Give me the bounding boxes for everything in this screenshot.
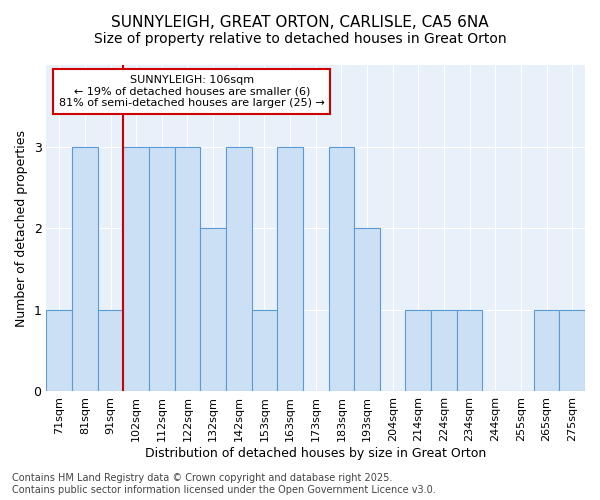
Bar [457,310,482,392]
Text: SUNNYLEIGH: 106sqm
← 19% of detached houses are smaller (6)
81% of semi-detached: SUNNYLEIGH: 106sqm ← 19% of detached hou… [59,75,325,108]
Bar [534,310,559,392]
Bar [98,310,124,392]
Bar [175,146,200,392]
Y-axis label: Number of detached properties: Number of detached properties [15,130,28,326]
Bar [226,146,251,392]
Bar [406,310,431,392]
Bar [124,146,149,392]
Bar [46,310,72,392]
Text: SUNNYLEIGH, GREAT ORTON, CARLISLE, CA5 6NA: SUNNYLEIGH, GREAT ORTON, CARLISLE, CA5 6… [111,15,489,30]
Bar [200,228,226,392]
Bar [431,310,457,392]
Bar [329,146,354,392]
Bar [354,228,380,392]
Bar [149,146,175,392]
Bar [277,146,303,392]
Bar [72,146,98,392]
Text: Size of property relative to detached houses in Great Orton: Size of property relative to detached ho… [94,32,506,46]
X-axis label: Distribution of detached houses by size in Great Orton: Distribution of detached houses by size … [145,447,487,460]
Bar [251,310,277,392]
Text: Contains HM Land Registry data © Crown copyright and database right 2025.
Contai: Contains HM Land Registry data © Crown c… [12,474,436,495]
Bar [559,310,585,392]
